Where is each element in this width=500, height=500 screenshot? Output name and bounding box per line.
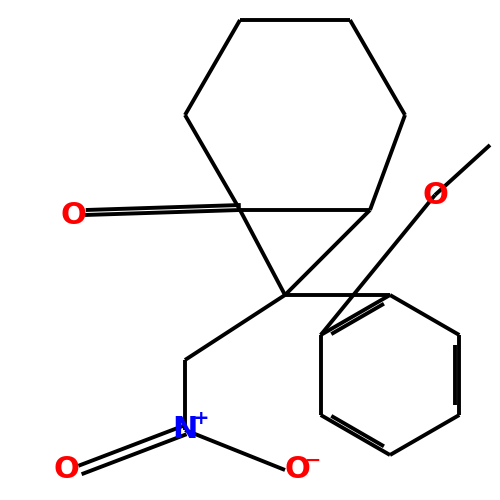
Text: −: −	[305, 450, 321, 469]
Text: O: O	[284, 456, 310, 484]
Text: +: +	[193, 410, 209, 428]
Text: N: N	[172, 416, 198, 444]
Text: O: O	[60, 200, 86, 230]
Text: O: O	[422, 180, 448, 210]
Text: O: O	[53, 456, 79, 484]
